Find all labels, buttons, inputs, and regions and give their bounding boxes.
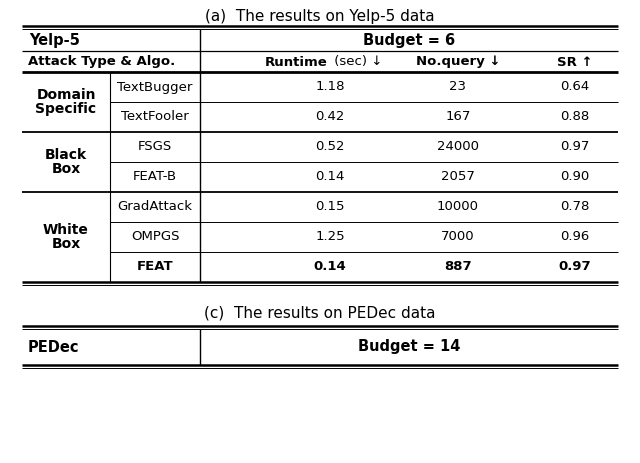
Text: Box: Box	[51, 162, 81, 176]
Text: Budget = 14: Budget = 14	[358, 339, 460, 355]
Text: FEAT-B: FEAT-B	[133, 170, 177, 183]
Text: 0.64: 0.64	[561, 81, 589, 94]
Text: Attack Type & Algo.: Attack Type & Algo.	[28, 56, 175, 69]
Text: Black: Black	[45, 148, 87, 162]
Text: 7000: 7000	[441, 231, 475, 244]
Text: Yelp-5: Yelp-5	[29, 33, 81, 49]
Text: GradAttack: GradAttack	[118, 200, 193, 213]
Text: FEAT: FEAT	[137, 261, 173, 274]
Text: 0.14: 0.14	[314, 261, 346, 274]
Text: 23: 23	[449, 81, 467, 94]
Text: 0.78: 0.78	[560, 200, 589, 213]
Text: 0.97: 0.97	[559, 261, 591, 274]
Text: SR ↑: SR ↑	[557, 56, 593, 69]
Text: TextFooler: TextFooler	[121, 111, 189, 124]
Text: 1.18: 1.18	[316, 81, 345, 94]
Text: Runtime: Runtime	[265, 56, 328, 69]
Text: 0.90: 0.90	[561, 170, 589, 183]
Text: 0.97: 0.97	[560, 140, 589, 154]
Text: White: White	[43, 223, 89, 237]
Text: 24000: 24000	[437, 140, 479, 154]
Text: OMPGS: OMPGS	[131, 231, 179, 244]
Text: PEDec: PEDec	[28, 339, 79, 355]
Text: 0.14: 0.14	[316, 170, 345, 183]
Text: 0.15: 0.15	[316, 200, 345, 213]
Text: 0.52: 0.52	[316, 140, 345, 154]
Text: 10000: 10000	[437, 200, 479, 213]
Text: 167: 167	[445, 111, 470, 124]
Text: (sec) ↓: (sec) ↓	[330, 56, 382, 69]
Text: Domain: Domain	[36, 88, 96, 102]
Text: No.query ↓: No.query ↓	[416, 56, 500, 69]
Text: TextBugger: TextBugger	[117, 81, 193, 94]
Text: (c)  The results on PEDec data: (c) The results on PEDec data	[204, 306, 436, 320]
Text: (a)  The results on Yelp-5 data: (a) The results on Yelp-5 data	[205, 8, 435, 24]
Text: Box: Box	[51, 237, 81, 251]
Text: 0.96: 0.96	[561, 231, 589, 244]
Text: Budget = 6: Budget = 6	[363, 33, 455, 49]
Text: 887: 887	[444, 261, 472, 274]
Text: 0.88: 0.88	[561, 111, 589, 124]
Text: 1.25: 1.25	[315, 231, 345, 244]
Text: 2057: 2057	[441, 170, 475, 183]
Text: FSGS: FSGS	[138, 140, 172, 154]
Text: Specific: Specific	[35, 102, 97, 116]
Text: 0.42: 0.42	[316, 111, 345, 124]
